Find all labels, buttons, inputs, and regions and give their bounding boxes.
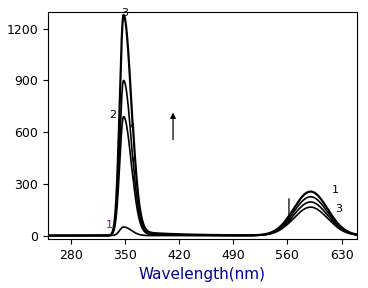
Text: 1: 1 (332, 185, 339, 196)
Text: 3: 3 (335, 204, 342, 214)
Text: 1: 1 (106, 220, 113, 230)
X-axis label: Wavelength(nm): Wavelength(nm) (139, 267, 266, 282)
Text: 3: 3 (121, 7, 128, 18)
Text: 2: 2 (109, 110, 116, 120)
